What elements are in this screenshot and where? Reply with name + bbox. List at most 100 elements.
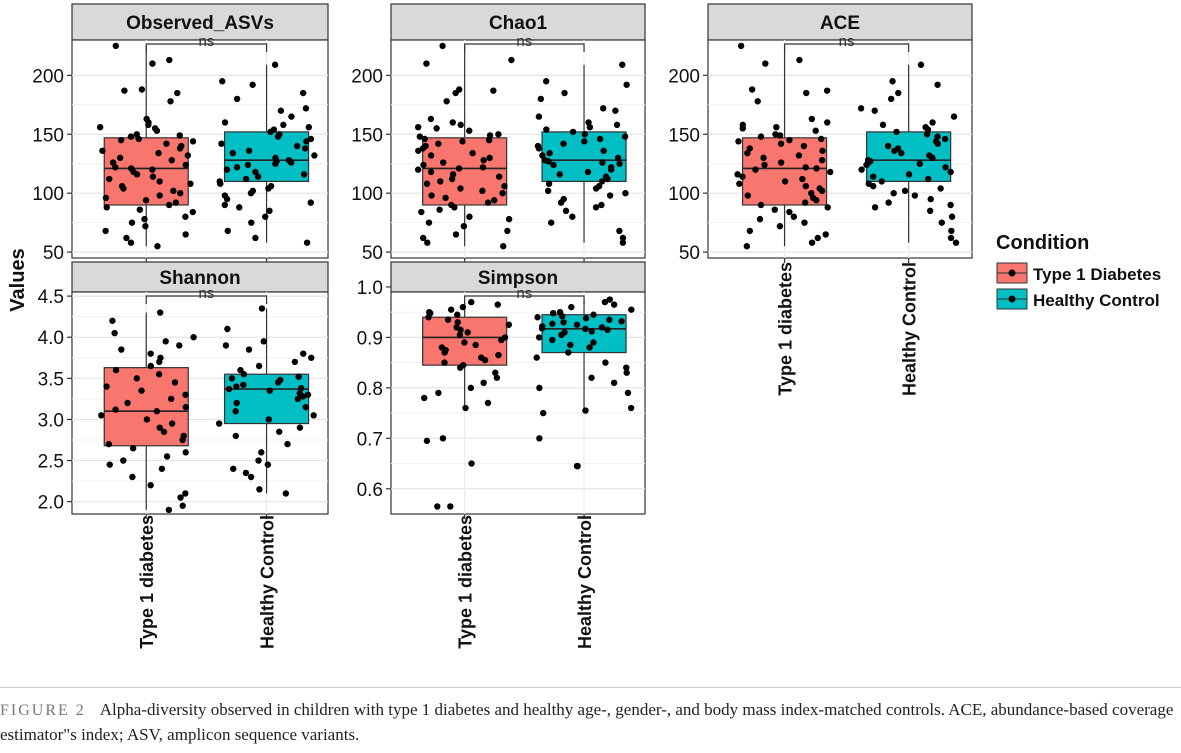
y-tick-label: 1.0 xyxy=(357,278,383,299)
data-point xyxy=(418,208,425,216)
y-tick-label: 3.5 xyxy=(38,369,64,390)
data-point xyxy=(495,351,502,359)
significance-bracket xyxy=(145,43,268,52)
x-tick-label-type1: Type 1 diabetes xyxy=(776,262,796,396)
data-point xyxy=(495,131,502,138)
data-point xyxy=(274,379,282,386)
data-point xyxy=(773,124,780,131)
data-point xyxy=(244,161,252,169)
y-tick-label: 2.0 xyxy=(38,493,64,514)
data-point xyxy=(219,78,226,85)
box-iqr xyxy=(422,137,508,206)
data-point xyxy=(245,147,253,154)
data-point xyxy=(182,403,190,411)
data-point xyxy=(545,180,553,187)
data-point xyxy=(247,473,255,481)
data-point xyxy=(156,192,163,199)
data-point xyxy=(157,309,164,316)
data-point xyxy=(950,113,958,120)
data-point xyxy=(737,42,745,50)
data-point xyxy=(761,161,768,169)
data-point xyxy=(147,482,154,489)
data-point xyxy=(542,78,550,85)
significance-label: ns xyxy=(198,33,214,50)
data-point xyxy=(225,385,233,393)
data-point xyxy=(264,461,272,468)
data-point xyxy=(163,140,170,147)
data-point xyxy=(462,404,469,412)
data-point xyxy=(149,173,157,180)
data-point xyxy=(133,171,141,178)
data-point xyxy=(891,147,898,154)
data-point xyxy=(796,56,803,64)
data-point xyxy=(621,133,629,140)
data-point xyxy=(419,234,427,242)
data-point xyxy=(112,42,119,50)
y-tick-label: 0.7 xyxy=(357,429,383,450)
data-point xyxy=(582,325,589,333)
data-point xyxy=(480,379,487,387)
data-point xyxy=(229,149,236,157)
data-point xyxy=(224,227,231,235)
data-point xyxy=(486,132,494,139)
data-point xyxy=(619,234,627,242)
data-point xyxy=(433,125,440,132)
y-tick-label: 150 xyxy=(32,125,64,146)
data-point xyxy=(138,387,145,394)
y-tick-label: 3.0 xyxy=(38,410,64,431)
data-point xyxy=(267,128,274,136)
panel-ace: ACE 50 100 150 200 ns xyxy=(668,3,973,264)
data-point xyxy=(121,87,128,94)
caption-text: Alpha-diversity observed in children wit… xyxy=(0,700,1174,744)
data-point xyxy=(242,469,250,477)
data-point xyxy=(439,435,447,442)
data-point xyxy=(561,89,568,97)
data-point xyxy=(416,133,424,140)
data-point xyxy=(305,124,313,131)
data-point xyxy=(166,56,173,64)
data-point xyxy=(421,135,428,143)
data-point xyxy=(135,135,142,143)
data-point xyxy=(536,435,543,442)
panel-title: Observed_ASVs xyxy=(126,13,274,34)
box-iqr xyxy=(103,137,189,206)
data-point xyxy=(420,161,427,169)
data-point xyxy=(468,298,475,306)
data-point xyxy=(819,147,826,154)
panel-title: Simpson xyxy=(478,268,558,289)
data-point xyxy=(813,197,820,204)
data-point xyxy=(442,194,449,202)
data-point xyxy=(486,154,493,162)
data-point xyxy=(916,160,923,167)
data-point xyxy=(562,207,570,215)
data-point xyxy=(823,87,831,94)
data-point xyxy=(923,131,931,138)
data-point xyxy=(598,178,606,185)
data-point xyxy=(163,453,171,460)
data-point xyxy=(466,213,473,220)
data-point xyxy=(535,113,543,120)
data-point xyxy=(307,199,314,206)
data-point xyxy=(606,316,613,323)
data-point xyxy=(155,149,162,157)
data-point xyxy=(500,243,507,250)
data-point xyxy=(299,89,307,97)
y-tick-label: 50 xyxy=(679,243,700,264)
data-point xyxy=(127,133,135,140)
data-point xyxy=(291,358,299,366)
data-point xyxy=(581,138,588,145)
data-point xyxy=(504,227,511,235)
data-point xyxy=(461,339,468,346)
data-point xyxy=(177,494,184,501)
data-point xyxy=(221,201,228,209)
data-point xyxy=(248,219,255,226)
data-point xyxy=(824,204,831,211)
data-point xyxy=(533,354,540,361)
data-point xyxy=(600,147,607,154)
data-point xyxy=(149,60,156,67)
data-point xyxy=(623,364,630,371)
data-point xyxy=(479,187,486,195)
data-point xyxy=(457,185,464,192)
data-point xyxy=(549,320,556,327)
data-point xyxy=(153,127,161,134)
